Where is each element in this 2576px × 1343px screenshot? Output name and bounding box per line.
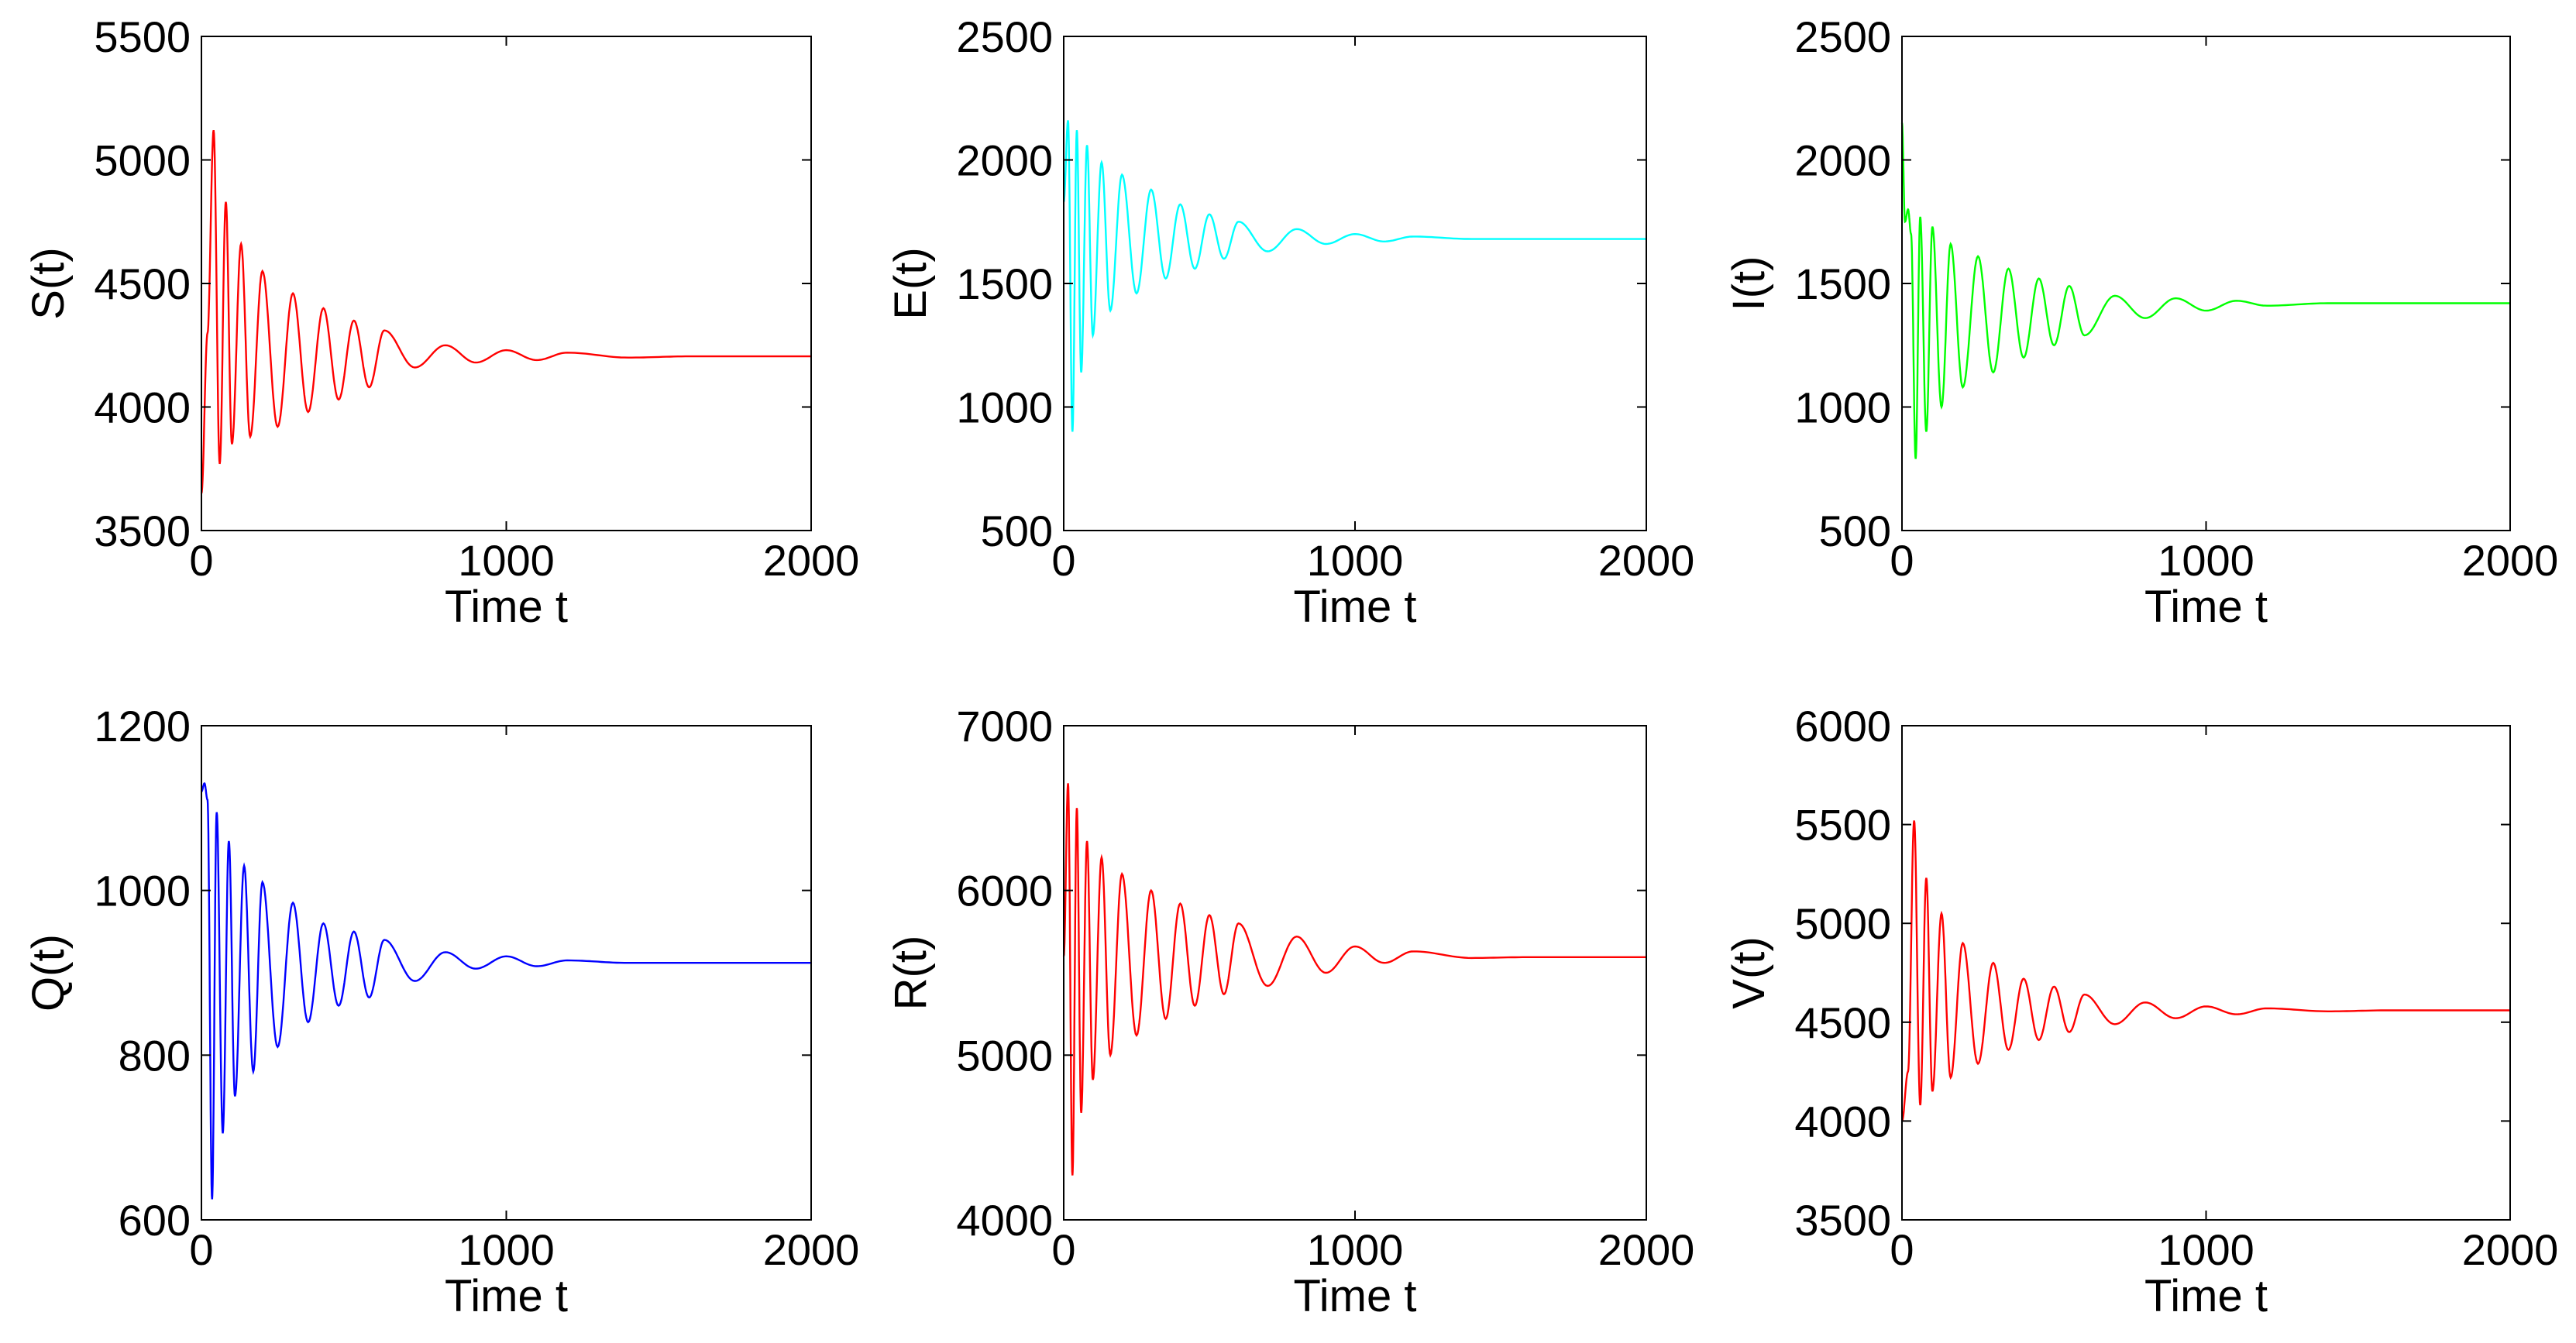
y-tick-label: 500 [1819,507,1891,555]
x-axis-label: Time t [2144,582,2268,632]
series-line [201,782,811,1200]
axes-frame [1901,36,2511,531]
x-axis-label: Time t [445,1271,568,1321]
y-tick-label: 3500 [1794,1196,1891,1245]
y-tick-label: 2000 [956,136,1053,185]
y-tick-label: 4000 [1794,1097,1891,1146]
y-tick-label: 2500 [1794,12,1891,61]
y-tick-label: 600 [119,1196,191,1245]
y-tick-label: 5000 [94,136,191,185]
x-tick-label: 0 [1051,536,1075,585]
series-line [1062,120,1646,432]
x-tick-label: 0 [189,1225,213,1274]
y-tick-label: 1000 [94,867,191,915]
y-tick-label: 4500 [94,259,191,308]
x-tick-label: 2000 [2462,536,2559,585]
axes-frame [1063,725,1647,1221]
y-tick-label: 4000 [94,383,191,432]
y-tick-label: 5500 [1794,801,1891,850]
series-line [1900,122,2510,459]
y-axis-label: Q(t) [23,934,74,1012]
y-axis-label: I(t) [1724,256,1774,311]
y-tick-label: 5000 [1794,899,1891,948]
x-tick-label: 2000 [763,536,860,585]
x-axis-label: Time t [2144,1271,2268,1321]
axes-frame [1901,725,2511,1221]
axes-frame [201,36,812,531]
y-axis-label: V(t) [1724,936,1774,1008]
y-tick-label: 1200 [94,702,191,750]
panel-Q(t): 0 1000 2000 600 800 1000 1200 Time t Q(t) [23,702,859,1321]
y-tick-label: 7000 [956,702,1053,750]
y-tick-label: 2500 [956,12,1053,61]
y-tick-label: 5000 [956,1031,1053,1080]
x-tick-label: 0 [189,536,213,585]
x-tick-label: 1000 [2158,536,2254,585]
panel-V(t): 0 1000 2000 3500 4000 4500 5000 5500 6000 Time t V… [1724,702,2558,1321]
y-tick-label: 4000 [956,1196,1053,1245]
x-tick-label: 1000 [458,536,555,585]
x-tick-label: 2000 [1598,1225,1695,1274]
y-tick-label: 1000 [956,383,1053,432]
y-tick-label: 5500 [94,12,191,61]
series-line [200,129,811,494]
x-tick-label: 1000 [1307,536,1404,585]
series-line [1901,820,2510,1122]
x-tick-label: 2000 [1598,536,1695,585]
y-tick-label: 6000 [1794,702,1891,750]
axes-frame [201,725,812,1221]
y-axis-label: S(t) [23,247,74,319]
x-tick-label: 0 [1051,1225,1075,1274]
axes-frame [1063,36,1647,531]
x-tick-label: 1000 [2158,1225,2254,1274]
x-axis-label: Time t [1294,582,1417,632]
x-tick-label: 0 [1890,536,1914,585]
panel-E(t): 0 1000 2000 500 1000 1500 2000 2500 Time t E(t) [886,12,1694,632]
y-tick-label: 1000 [1794,383,1891,432]
x-tick-label: 1000 [458,1225,555,1274]
y-axis-label: R(t) [886,936,936,1011]
x-axis-label: Time t [1294,1271,1417,1321]
y-tick-label: 1500 [1794,259,1891,308]
y-tick-label: 4500 [1794,998,1891,1047]
x-axis-label: Time t [445,582,568,632]
y-tick-label: 500 [981,507,1053,555]
y-tick-label: 800 [119,1031,191,1080]
x-tick-label: 1000 [1307,1225,1404,1274]
x-tick-label: 2000 [763,1225,860,1274]
y-axis-label: E(t) [886,247,936,319]
y-tick-label: 1500 [956,259,1053,308]
series-line [1062,783,1646,1176]
y-tick-label: 3500 [94,507,191,555]
panel-I(t): 0 1000 2000 500 1000 1500 2000 2500 Time t I(t) [1724,12,2558,632]
x-tick-label: 2000 [2462,1225,2559,1274]
y-tick-label: 2000 [1794,136,1891,185]
panel-S(t): 0 1000 2000 3500 4000 4500 5000 5500 Time t S(t) [23,12,859,632]
panel-R(t): 0 1000 2000 4000 5000 6000 7000 Time t R(t) [886,702,1694,1321]
y-tick-label: 6000 [956,867,1053,915]
x-tick-label: 0 [1890,1225,1914,1274]
